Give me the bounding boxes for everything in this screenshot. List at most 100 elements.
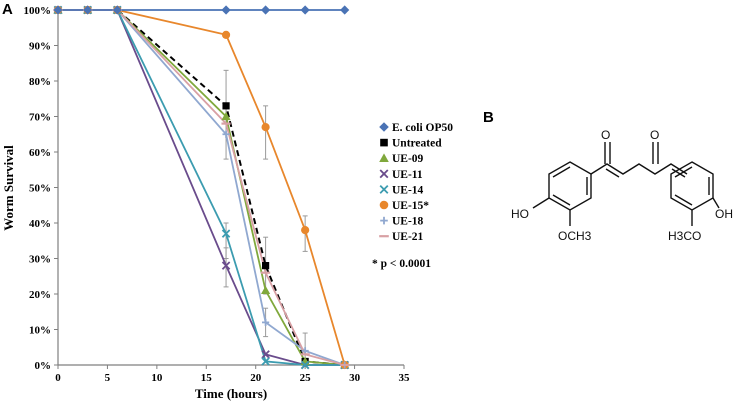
point-e-coli-op50 bbox=[340, 5, 350, 15]
point-ue-15 bbox=[221, 30, 231, 39]
series-lines bbox=[58, 9, 346, 366]
point-ue-14 bbox=[221, 229, 231, 238]
legend-marker-ue-09 bbox=[379, 153, 389, 162]
legend-label-ue-14: UE-14 bbox=[392, 184, 424, 196]
point-ue-18 bbox=[301, 347, 309, 355]
structure-labels: O O HO OCH3 H3CO OH bbox=[511, 128, 733, 243]
right-ring-inner-3 bbox=[674, 194, 693, 206]
right-oh-bond bbox=[712, 197, 720, 209]
point-ue-14-stroke bbox=[261, 357, 270, 366]
y-tick-label: 80% bbox=[29, 76, 51, 88]
legend-marker-ue-15 bbox=[379, 200, 389, 210]
series-line-ue-11 bbox=[58, 9, 345, 366]
legend-label-ue-18: UE-18 bbox=[392, 216, 424, 228]
curcumin-structure bbox=[532, 142, 720, 226]
x-tick-label: 0 bbox=[55, 372, 61, 384]
series-line-untreated bbox=[58, 9, 345, 366]
legend-label-ue-09: UE-09 bbox=[392, 153, 424, 165]
point-ue-14 bbox=[300, 360, 310, 370]
carbon-chain bbox=[590, 163, 688, 175]
chain-double-2 bbox=[671, 168, 686, 178]
legend-marker-e-coli-op50 bbox=[379, 122, 389, 132]
point-ue-15 bbox=[301, 226, 310, 235]
point-ue-14-stroke bbox=[221, 229, 231, 238]
chart-axes bbox=[57, 10, 404, 366]
point-ue-18 bbox=[262, 318, 270, 326]
series-line-ue-14 bbox=[58, 9, 345, 366]
hydroxyl-left: HO bbox=[511, 207, 529, 221]
x-tick-label: 10 bbox=[151, 372, 163, 384]
panel-letter-a: A bbox=[2, 1, 13, 18]
survival-chart: 0 5 10 15 20 25 30 35 0% 10% 20% 30% 40% 50% 60% 70% 80%… bbox=[1, 5, 453, 401]
legend-label-untreated: Untreated bbox=[392, 138, 442, 150]
right-ring bbox=[670, 161, 714, 211]
x-tick-label: 20 bbox=[250, 372, 262, 384]
point-ue-11 bbox=[221, 261, 231, 270]
left-ring-inner-3 bbox=[552, 194, 571, 206]
series-markers bbox=[53, 5, 350, 370]
point-e-coli-op50 bbox=[300, 5, 310, 15]
left-ring-inner-1 bbox=[552, 166, 571, 178]
error-bar bbox=[263, 105, 269, 160]
y-tick-label: 30% bbox=[29, 254, 51, 266]
y-tick-label: 90% bbox=[29, 41, 51, 53]
point-ue-11-stroke bbox=[221, 261, 231, 270]
series-line-ue-18 bbox=[58, 9, 346, 366]
methoxy-left: OCH3 bbox=[558, 229, 592, 243]
y-tick-label: 100% bbox=[24, 5, 52, 17]
point-ue-14 bbox=[261, 357, 270, 366]
methoxy-right: H3CO bbox=[668, 229, 701, 243]
legend-label-ue-21: UE-21 bbox=[392, 231, 424, 243]
point-e-coli-op50 bbox=[83, 5, 93, 15]
point-ue-09 bbox=[221, 111, 231, 121]
carbonyl-o-right: O bbox=[650, 128, 659, 142]
y-tick-label: 10% bbox=[29, 325, 51, 337]
panel-letter-b: B bbox=[483, 109, 494, 126]
legend-marker-ue-14 bbox=[379, 184, 389, 194]
x-tick-label: 35 bbox=[399, 372, 411, 384]
x-tick-label: 30 bbox=[349, 372, 361, 384]
point-ue-15 bbox=[261, 123, 270, 132]
y-tick-label: 60% bbox=[29, 147, 51, 159]
y-tick-label: 20% bbox=[29, 289, 51, 301]
point-ue-18 bbox=[222, 130, 230, 138]
point-ue-14-stroke bbox=[300, 360, 310, 370]
point-untreated bbox=[222, 102, 230, 110]
legend-marker-untreated bbox=[380, 138, 388, 147]
left-ring bbox=[548, 161, 592, 211]
y-axis-title: Worm Survival bbox=[1, 145, 16, 231]
chart-ticks: 0 5 10 15 20 25 30 35 0% 10% 20% 30% 40% 50% 60% 70% 80%… bbox=[24, 5, 411, 384]
y-tick-label: 0% bbox=[35, 360, 52, 372]
legend-marker-ue-18 bbox=[380, 216, 388, 225]
series-line-ue-21 bbox=[58, 9, 345, 366]
legend-label-ue-15: UE-15* bbox=[392, 200, 429, 212]
x-tick-label: 15 bbox=[201, 372, 213, 384]
legend-label-ue-11: UE-11 bbox=[392, 169, 423, 181]
x-tick-label: 25 bbox=[300, 372, 312, 384]
point-ue-11 bbox=[261, 350, 270, 359]
x-axis-title: Time (hours) bbox=[195, 386, 267, 401]
significance-note: * p < 0.0001 bbox=[372, 258, 431, 270]
point-e-coli-op50 bbox=[112, 5, 122, 15]
legend-marker-ue-14-stroke bbox=[379, 184, 389, 194]
legend-marker-ue-11 bbox=[379, 169, 389, 179]
y-tick-label: 70% bbox=[29, 112, 51, 124]
point-e-coli-op50 bbox=[221, 5, 231, 15]
legend: E. coli OP50 Untreated UE-09 UE-11 UE-14 UE-1… bbox=[379, 122, 453, 243]
legend-label-e-coli-op50: E. coli OP50 bbox=[392, 122, 453, 134]
point-untreated bbox=[262, 262, 270, 270]
point-e-coli-op50 bbox=[53, 5, 63, 15]
hydroxyl-right: OH bbox=[715, 207, 733, 221]
left-oh-bond bbox=[532, 197, 550, 209]
point-e-coli-op50 bbox=[261, 5, 271, 15]
series-line-ue-09 bbox=[58, 9, 345, 366]
y-tick-label: 40% bbox=[29, 218, 51, 230]
chain-double-1 bbox=[605, 168, 620, 178]
y-tick-label: 50% bbox=[29, 183, 51, 195]
point-ue-09 bbox=[261, 285, 271, 295]
legend-marker-ue-11-stroke bbox=[379, 169, 389, 179]
point-ue-11-stroke bbox=[261, 350, 270, 359]
x-tick-label: 5 bbox=[105, 372, 111, 384]
series-line-ue-15 bbox=[58, 9, 346, 366]
